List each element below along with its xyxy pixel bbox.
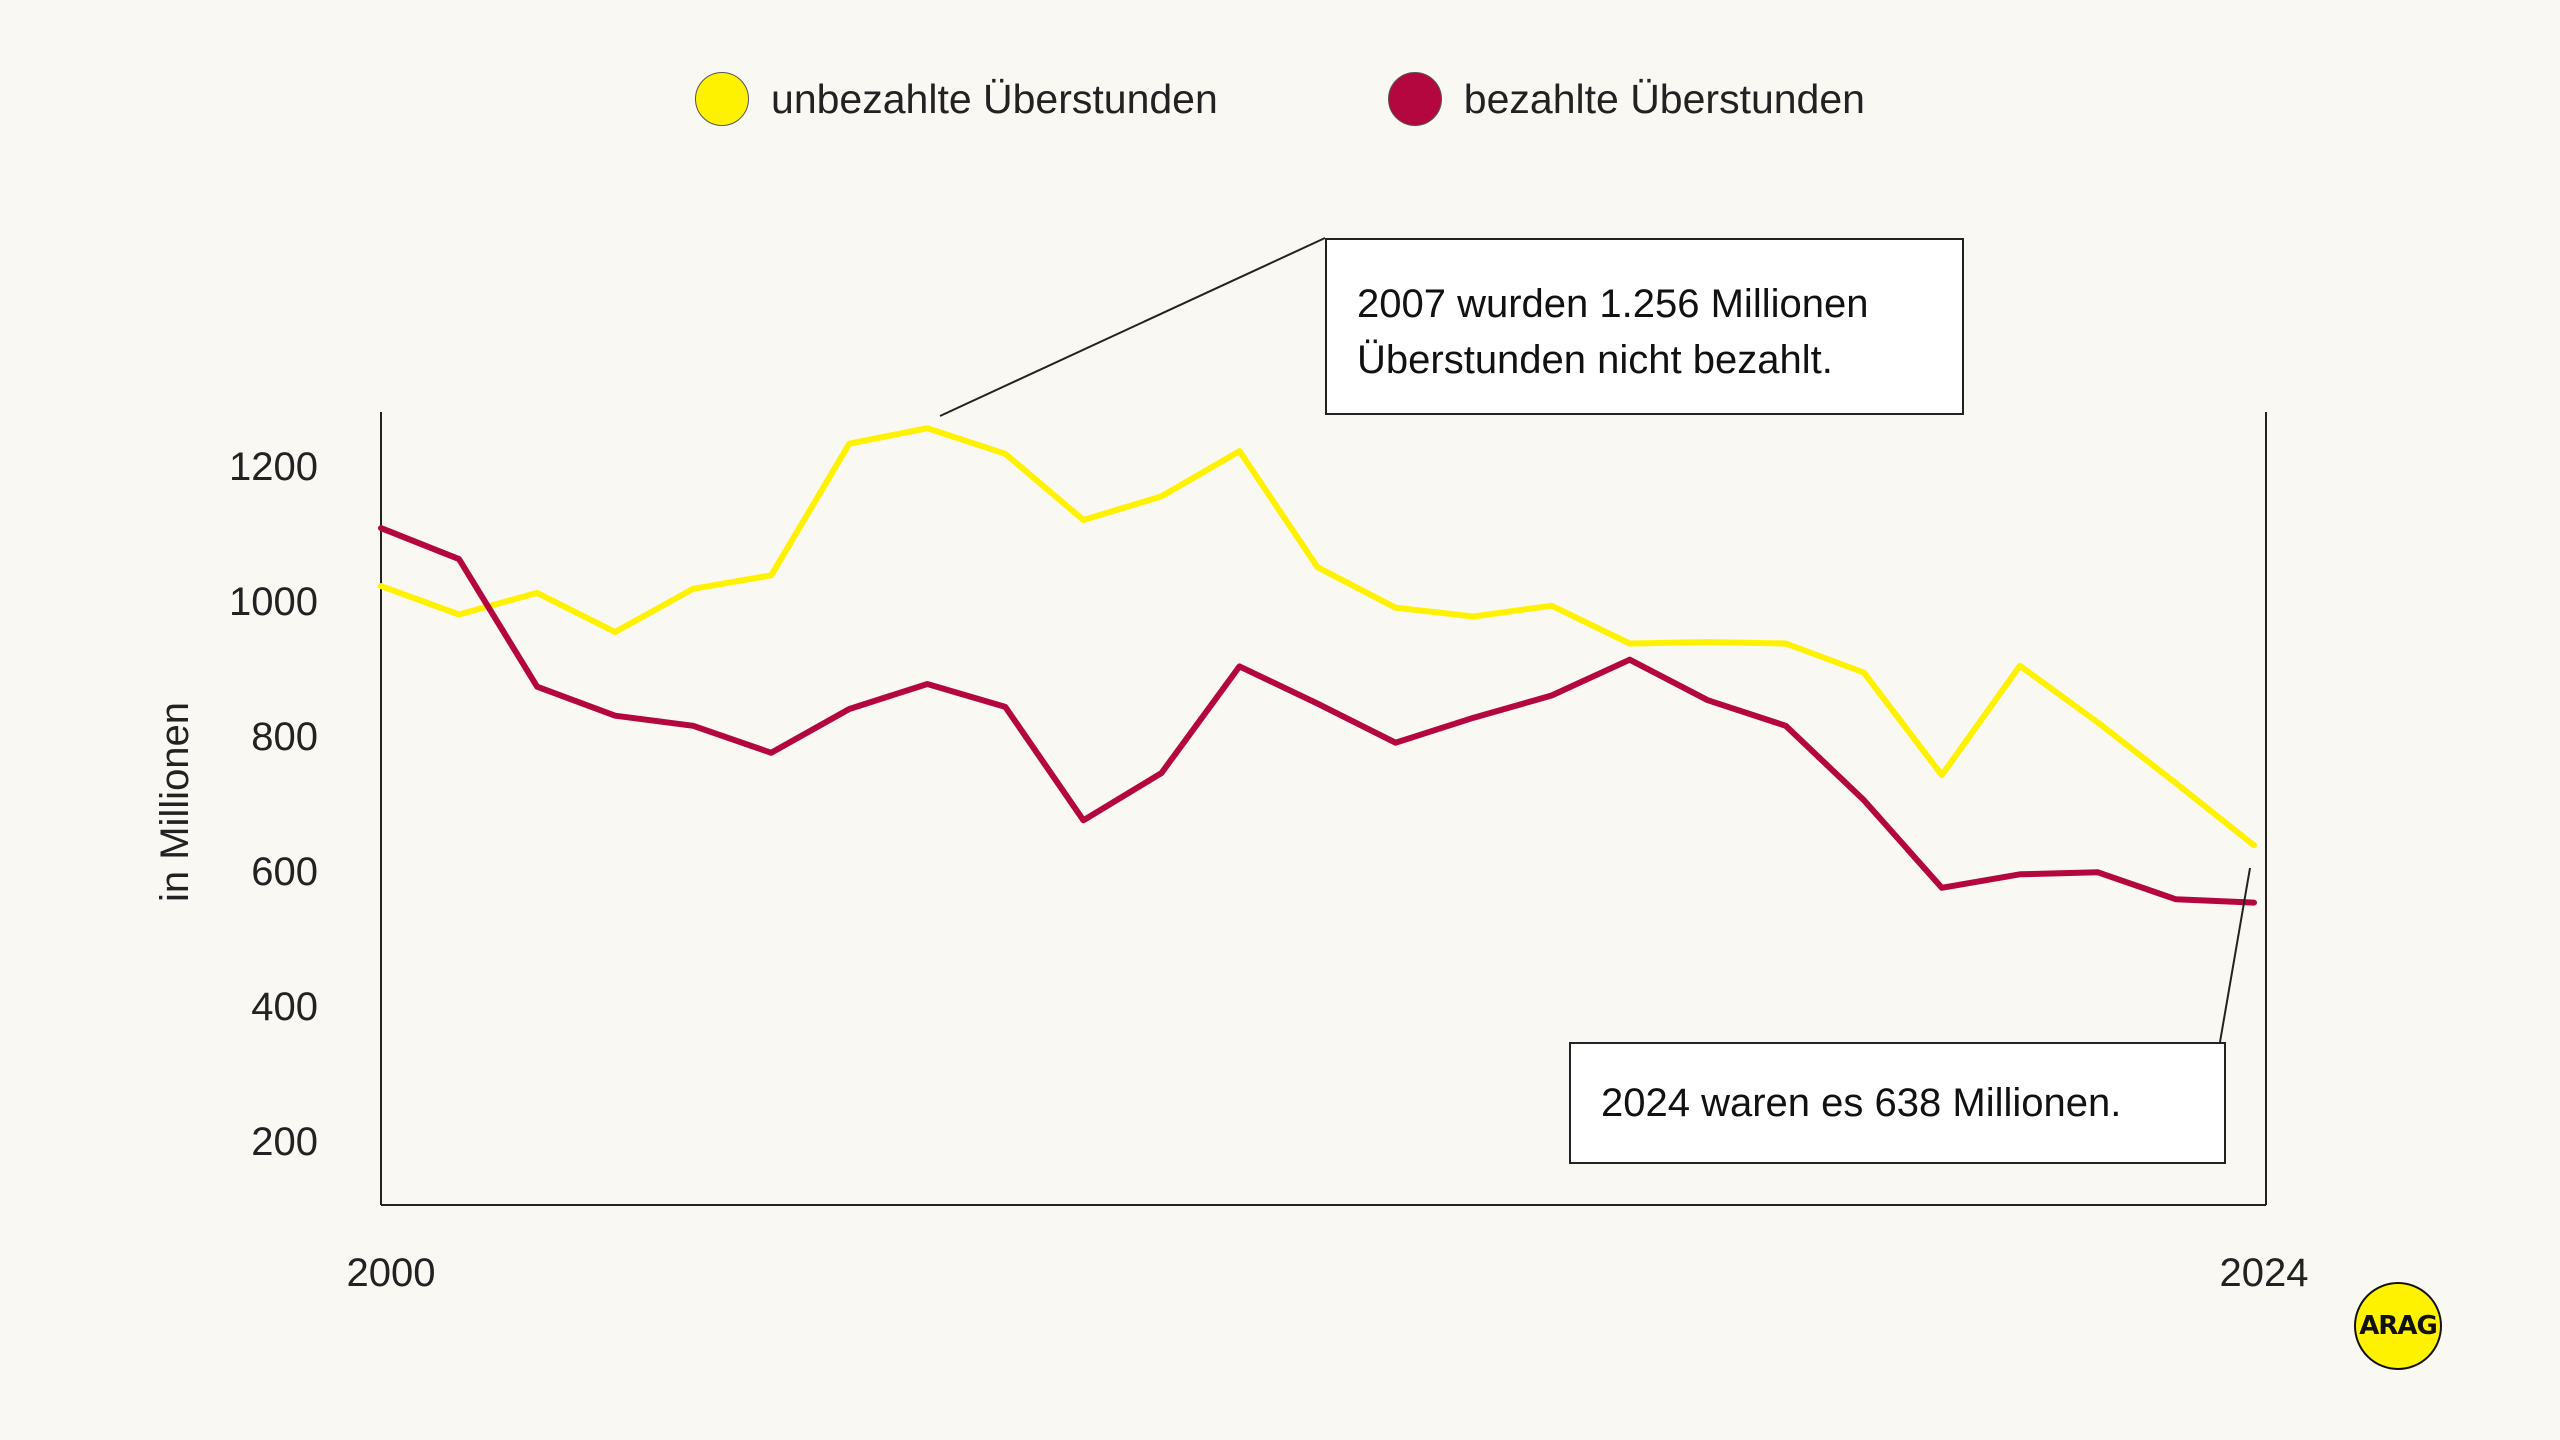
callout-1-leader bbox=[939, 237, 1326, 417]
series-line-paid bbox=[378, 525, 2257, 906]
callout-1-line-1: 2007 wurden 1.256 Millionen bbox=[1357, 282, 1869, 326]
callout-1-line-2: Überstunden nicht bezahlt. bbox=[1357, 338, 1833, 382]
y-tick-label: 1200 bbox=[229, 445, 318, 489]
y-tick-label: 600 bbox=[251, 850, 318, 894]
y-tick-label: 400 bbox=[251, 985, 318, 1029]
y-tick-label: 200 bbox=[251, 1120, 318, 1164]
y-tick-label: 1000 bbox=[229, 580, 318, 624]
y-axis-label: in Millionen bbox=[153, 702, 197, 902]
x-tick-label: 2024 bbox=[2220, 1251, 2309, 1295]
callout-leader-lines bbox=[939, 237, 2251, 1043]
callout-2024: 2024 waren es 638 Millionen. bbox=[1569, 1042, 2226, 1164]
arag-logo: ARAG bbox=[2354, 1282, 2442, 1370]
legend-item-unpaid: unbezahlte Überstunden bbox=[695, 72, 1218, 126]
callout-2-leader bbox=[2219, 867, 2251, 1043]
x-tick-labels: 2000 2024 bbox=[347, 1251, 2309, 1295]
legend-item-paid: bezahlte Überstunden bbox=[1387, 72, 1865, 126]
legend-dot-unpaid-icon bbox=[695, 72, 750, 126]
legend: unbezahlte Überstunden bezahlte Überstun… bbox=[0, 72, 2560, 126]
chart-axes bbox=[380, 412, 2267, 1206]
callout-2-line-1: 2024 waren es 638 Millionen. bbox=[1601, 1081, 2122, 1125]
y-tick-label: 800 bbox=[251, 715, 318, 759]
legend-dot-paid-icon bbox=[1387, 72, 1442, 126]
y-tick-labels: 200 400 600 800 1000 1200 bbox=[229, 445, 318, 1164]
callout-peak-2007: 2007 wurden 1.256 Millionen Überstunden … bbox=[1325, 238, 1964, 415]
legend-label-unpaid: unbezahlte Überstunden bbox=[771, 75, 1218, 122]
logo-text: ARAG bbox=[2359, 1311, 2438, 1341]
series-line-unpaid bbox=[378, 425, 2257, 849]
legend-label-paid: bezahlte Überstunden bbox=[1463, 75, 1865, 122]
series-layer bbox=[378, 425, 2257, 906]
x-tick-label: 2000 bbox=[347, 1251, 436, 1295]
